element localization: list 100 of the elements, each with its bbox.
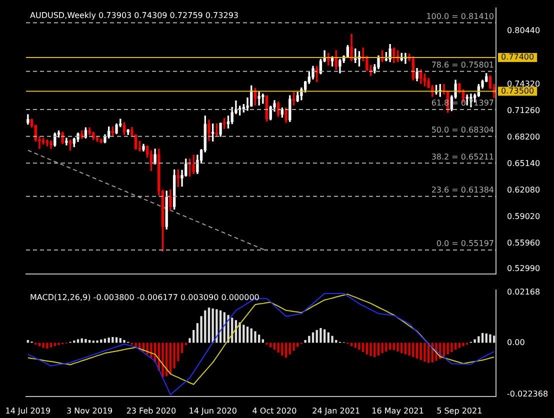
bar bbox=[204, 310, 206, 343]
bar bbox=[458, 342, 460, 348]
bar bbox=[258, 334, 260, 343]
bar bbox=[358, 342, 360, 350]
bar bbox=[42, 342, 44, 348]
bar bbox=[474, 339, 476, 343]
y-tick-label: 0.00 bbox=[507, 338, 525, 347]
y-tick-label: 0.55960 bbox=[507, 238, 540, 248]
bar bbox=[104, 338, 106, 343]
candlestick bbox=[262, 94, 264, 104]
bar bbox=[46, 342, 48, 349]
y-tick-label: 0.68200 bbox=[507, 132, 540, 142]
chart-title: MACD(12,26,9) -0.003800 -0.006177 0.003090 0.000000 bbox=[30, 292, 260, 302]
bar bbox=[119, 338, 122, 343]
bar bbox=[76, 339, 80, 343]
y-tick-label: 0.59020 bbox=[507, 212, 540, 221]
bar bbox=[327, 332, 330, 343]
bar bbox=[404, 342, 407, 354]
bar bbox=[277, 342, 280, 352]
bar bbox=[450, 342, 453, 352]
bar bbox=[250, 328, 252, 343]
bar bbox=[354, 342, 356, 348]
bar bbox=[320, 328, 322, 343]
bar bbox=[485, 334, 488, 343]
x-tick-label: 4 Oct 2020 bbox=[252, 406, 297, 416]
bar bbox=[284, 342, 288, 358]
bar bbox=[296, 342, 299, 347]
bar bbox=[223, 312, 226, 343]
y-tick-label: 0.65140 bbox=[507, 158, 540, 168]
ref-line-label: 78.6 = 0.75801 bbox=[431, 60, 494, 70]
y-tick-label: 0.62080 bbox=[507, 185, 540, 194]
bar bbox=[80, 338, 83, 343]
bar bbox=[377, 342, 380, 356]
bar bbox=[216, 309, 218, 343]
bar bbox=[400, 342, 403, 354]
candlestick bbox=[258, 91, 260, 106]
bar bbox=[489, 334, 492, 343]
bar bbox=[112, 336, 114, 343]
bar bbox=[462, 342, 464, 346]
y-tick-label: 0.71260 bbox=[507, 106, 540, 115]
bar bbox=[374, 342, 376, 358]
bar bbox=[304, 340, 306, 343]
bar bbox=[308, 336, 310, 343]
bar bbox=[212, 308, 214, 343]
x-tick-label: 5 Sep 2021 bbox=[436, 406, 482, 416]
bar bbox=[335, 340, 338, 343]
bar bbox=[108, 338, 110, 343]
bar bbox=[26, 340, 29, 343]
x-tick-label: 14 Jun 2020 bbox=[188, 406, 237, 416]
bar bbox=[50, 342, 52, 348]
ref-line-label: 0.73500 bbox=[501, 86, 534, 96]
x-tick-label: 24 Jan 2021 bbox=[312, 406, 360, 416]
x-tick-label: 16 May 2021 bbox=[372, 406, 424, 416]
bar bbox=[84, 339, 87, 343]
x-tick-label: 14 Jul 2019 bbox=[5, 406, 51, 416]
bar bbox=[324, 329, 326, 343]
y-tick-label: 0.02168 bbox=[507, 288, 540, 297]
bar bbox=[420, 342, 422, 360]
y-tick-label: 0.74320 bbox=[507, 79, 540, 88]
bar bbox=[396, 342, 399, 352]
x-tick-label: 23 Feb 2020 bbox=[126, 406, 176, 416]
bar bbox=[312, 332, 314, 343]
ref-line-label: 0.77400 bbox=[501, 52, 534, 62]
y-tick-label: 0.52990 bbox=[507, 264, 540, 274]
bar bbox=[385, 342, 388, 352]
bar bbox=[169, 342, 172, 374]
bar bbox=[446, 342, 449, 354]
ref-line-label: 0.0 = 0.55197 bbox=[436, 239, 494, 248]
ref-line-label: 38.2 = 0.65211 bbox=[431, 152, 494, 162]
bar bbox=[416, 342, 418, 358]
bar bbox=[331, 336, 334, 343]
bar bbox=[424, 342, 426, 362]
chart-title: AUDUSD,Weekly 0.73903 0.74309 0.72759 0.73293 bbox=[30, 10, 238, 20]
bar bbox=[493, 336, 496, 343]
ref-line-label: 100.0 = 0.81410 bbox=[426, 12, 494, 21]
x-tick-label: 3 Nov 2019 bbox=[66, 406, 113, 416]
bar bbox=[281, 342, 284, 356]
ref-line-label: 50.0 = 0.68304 bbox=[431, 125, 494, 134]
bar bbox=[100, 340, 102, 343]
bar bbox=[254, 331, 256, 343]
bar bbox=[481, 333, 484, 343]
y-tick-label: 0.80440 bbox=[507, 26, 540, 36]
bar bbox=[58, 342, 60, 346]
bar bbox=[162, 342, 164, 377]
bar bbox=[442, 342, 446, 357]
bar bbox=[242, 324, 245, 343]
bar bbox=[478, 336, 480, 343]
bar bbox=[370, 342, 372, 356]
bar bbox=[316, 330, 318, 343]
bar bbox=[180, 342, 184, 354]
bar bbox=[96, 340, 98, 343]
bar bbox=[366, 342, 368, 354]
bar bbox=[208, 308, 210, 343]
bar bbox=[123, 340, 126, 343]
ref-line-label: 23.6 = 0.61384 bbox=[431, 185, 494, 194]
bar bbox=[288, 342, 291, 354]
bar bbox=[88, 340, 91, 343]
bar bbox=[362, 342, 364, 352]
y-tick-label: -0.022368 bbox=[507, 390, 548, 399]
bar bbox=[192, 330, 195, 343]
